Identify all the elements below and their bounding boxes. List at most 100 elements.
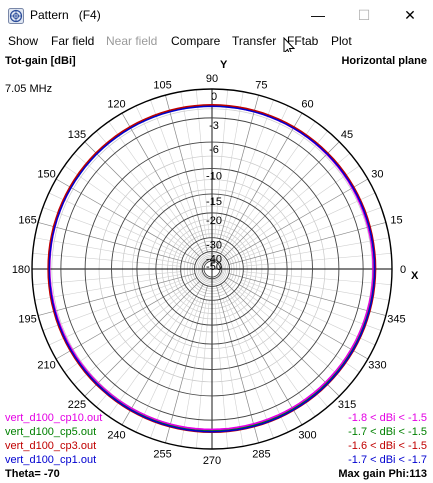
- app-icon: [8, 8, 24, 24]
- grid-spoke-major: [228, 273, 386, 316]
- angle-label: 285: [252, 448, 270, 460]
- grid-spoke-minor: [224, 297, 289, 433]
- menu-show[interactable]: Show: [8, 34, 39, 48]
- menu-fftab[interactable]: FFtab: [287, 34, 319, 48]
- grid-spoke-major: [216, 95, 259, 253]
- legend-range-cp3: -1.6 < dBi < -1.5: [348, 440, 427, 452]
- angle-label: 30: [371, 169, 383, 181]
- ring-label: -20: [206, 215, 222, 227]
- grid-spoke-major: [84, 141, 200, 257]
- pattern-plot-area[interactable]: Tot-gain [dBi] Horizontal plane 7.05 MHz…: [0, 52, 433, 483]
- ring-label: -15: [206, 196, 222, 208]
- maximize-button[interactable]: ☐: [341, 0, 387, 30]
- angle-label: 135: [68, 129, 86, 141]
- minimize-button[interactable]: —: [295, 0, 341, 30]
- title-bar: Pattern (F4) — ☐ ✕: [0, 0, 433, 30]
- legend-file-cp3: vert_d100_cp3.out: [5, 440, 97, 452]
- grid-spoke-major: [55, 178, 198, 261]
- grid-spoke-major: [165, 285, 208, 443]
- grid-ring-major: [194, 251, 230, 287]
- grid-spoke-major: [216, 285, 259, 443]
- angle-label: 210: [37, 360, 55, 372]
- window-title: Pattern (F4): [30, 8, 101, 22]
- angle-label: 240: [107, 429, 125, 441]
- grid-spoke-major: [121, 283, 204, 426]
- grid-spoke-major: [38, 222, 196, 265]
- menu-bar: Show Far field Near field Compare Transf…: [0, 30, 433, 56]
- ring-label: -10: [206, 170, 222, 182]
- legend-range-cp1: -1.7 < dBi < -1.7: [348, 454, 427, 466]
- close-button[interactable]: ✕: [387, 0, 433, 30]
- close-icon: ✕: [404, 7, 416, 23]
- polar-chart: 0 -3 -6 -10 -15 -20 -30-40-50 90 75 60 45 30 150 345 3…: [12, 73, 406, 467]
- angle-label: 180: [12, 264, 30, 276]
- angle-label: 60: [301, 99, 313, 111]
- grid-spoke-major: [224, 281, 340, 397]
- grid-spoke-minor: [48, 192, 184, 257]
- grid-spoke-minor: [240, 281, 376, 346]
- angle-label: 300: [298, 429, 316, 441]
- menu-near-field[interactable]: Near field: [106, 34, 158, 48]
- maximize-icon: ☐: [357, 7, 371, 23]
- legend-file-cp5: vert_d100_cp5.out: [5, 426, 97, 438]
- minimize-icon: —: [311, 7, 325, 23]
- legend-file-cp10: vert_d100_cp10.out: [5, 412, 103, 424]
- grid-spoke-major: [226, 178, 369, 261]
- angle-label: 105: [153, 80, 171, 92]
- angle-label: 330: [368, 360, 386, 372]
- angle-label: 165: [18, 215, 36, 227]
- grid-spoke-major: [226, 277, 369, 360]
- center-ring: [203, 260, 221, 278]
- menu-plot[interactable]: Plot: [331, 34, 352, 48]
- grid-spoke-major: [224, 141, 340, 257]
- grid-spoke-minor: [48, 281, 184, 346]
- grid-spoke-minor: [224, 105, 289, 241]
- menu-compare[interactable]: Compare: [171, 34, 221, 48]
- angle-label: 150: [37, 169, 55, 181]
- ring-label: -6: [209, 144, 219, 156]
- grid-ring-major: [31, 88, 393, 450]
- grid-spoke-major: [220, 112, 303, 255]
- angle-label: 0: [400, 264, 406, 276]
- legend-range-cp10: -1.8 < dBi < -1.5: [348, 412, 427, 424]
- quantity-label: Tot-gain [dBi]: [5, 55, 76, 67]
- ring-label: -50: [206, 261, 222, 273]
- angle-label: 225: [68, 399, 86, 411]
- plane-label: Horizontal plane: [341, 55, 427, 67]
- angle-label: 90: [206, 73, 218, 85]
- menu-far-field[interactable]: Far field: [51, 34, 95, 48]
- grid-spoke-minor: [240, 192, 376, 257]
- grid-spoke-major: [228, 222, 386, 265]
- angle-label: 345: [387, 313, 405, 325]
- grid-spoke-minor: [135, 105, 200, 241]
- x-axis-label: X: [411, 270, 419, 282]
- ring-label: -3: [209, 120, 219, 132]
- grid-ring-major: [84, 141, 340, 397]
- trace-vert-d100-cp1-out: [48, 105, 376, 433]
- angle-label: 45: [341, 129, 353, 141]
- grid-spoke-minor: [135, 297, 200, 433]
- angle-label: 75: [255, 80, 267, 92]
- theta-label: Theta= -70: [5, 468, 60, 480]
- angle-label: 270: [203, 455, 221, 467]
- grid-ring-major: [155, 212, 269, 326]
- grid-ring-major: [180, 237, 244, 301]
- grid-spoke-major: [121, 112, 204, 255]
- ring-label: -40: [206, 253, 222, 265]
- legend-file-cp1: vert_d100_cp1.out: [5, 454, 97, 466]
- ring-label: 0: [211, 91, 217, 103]
- grid-spoke-major: [165, 95, 208, 253]
- angle-label: 195: [18, 313, 36, 325]
- grid-ring-major: [60, 117, 364, 421]
- grid-ring-major: [201, 258, 223, 280]
- legend-range-cp5: -1.7 < dBi < -1.5: [348, 426, 427, 438]
- grid-ring-major: [111, 168, 313, 370]
- menu-transfer[interactable]: Transfer: [232, 34, 277, 48]
- angle-label: 120: [107, 99, 125, 111]
- ring-label: -30: [206, 240, 222, 252]
- grid-spoke-major: [38, 273, 196, 316]
- max-gain-label: Max gain Phi:113: [338, 468, 427, 480]
- grid-spoke-major: [84, 281, 200, 397]
- angle-label: 255: [153, 448, 171, 460]
- grid-ring-major: [136, 193, 288, 345]
